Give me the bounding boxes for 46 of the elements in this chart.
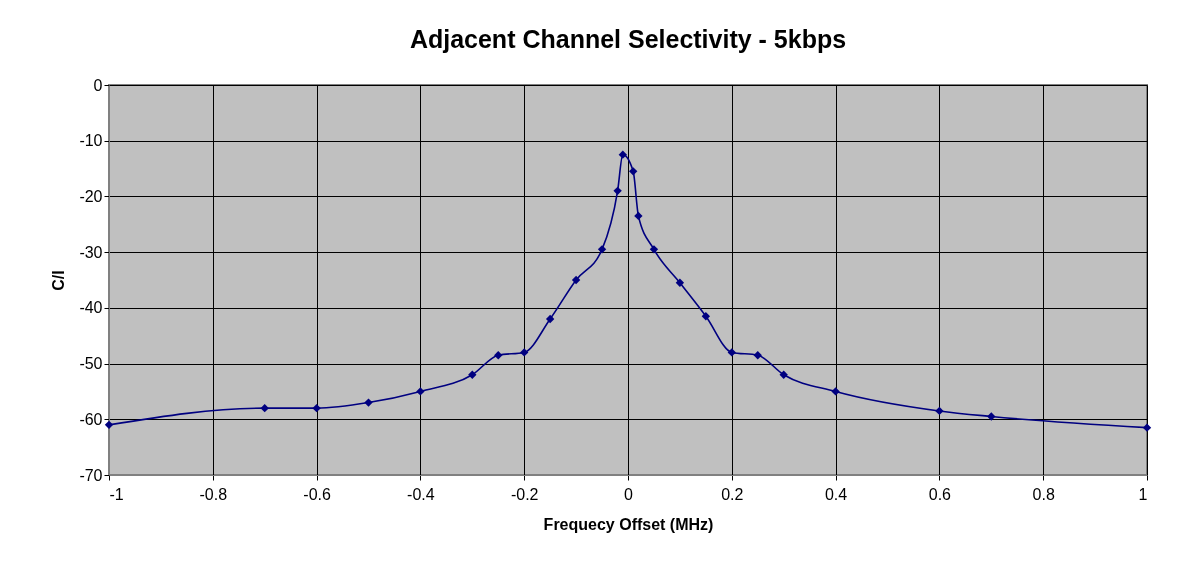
point — [520, 348, 529, 357]
point — [779, 370, 788, 379]
point — [260, 403, 269, 413]
point — [364, 398, 373, 407]
x-tick-label: -0.8 — [199, 485, 228, 503]
chart-title: Adjacent Channel Selectivity - 5kbps — [409, 25, 847, 53]
x-tick-label: 0.6 — [928, 485, 952, 503]
x-tick-label: -0.6 — [303, 485, 331, 503]
x-tick-label: 0 — [624, 485, 634, 503]
point — [545, 314, 555, 324]
y-tick-label: -10 — [79, 132, 103, 150]
point — [701, 312, 711, 321]
y-tick-label: -30 — [79, 243, 103, 261]
point — [935, 406, 944, 416]
y-tick-label: -70 — [79, 466, 103, 484]
x-axis-title: Frequecy Offset (MHz) — [543, 515, 714, 533]
point — [987, 412, 996, 421]
y-tick-label: -20 — [79, 187, 103, 205]
point — [629, 167, 638, 176]
y-tick-label: -50 — [79, 355, 103, 373]
x-tick-label: -0.4 — [407, 485, 435, 503]
x-tick-label: -1 — [109, 485, 124, 503]
x-tick-label: -0.2 — [510, 485, 539, 503]
point — [494, 351, 503, 360]
x-tick-label: 1 — [1138, 485, 1148, 503]
point — [727, 348, 736, 357]
point — [831, 387, 840, 396]
point — [618, 150, 627, 159]
point — [312, 403, 321, 413]
point — [675, 278, 685, 287]
point — [634, 211, 643, 221]
y-tick-label: -40 — [79, 299, 103, 317]
x-tick-label: 0.4 — [824, 485, 848, 503]
point — [649, 245, 659, 254]
point — [753, 351, 762, 360]
point — [571, 275, 581, 285]
point — [1142, 423, 1152, 432]
point — [613, 186, 622, 196]
point — [468, 370, 477, 379]
y-tick-label: -60 — [79, 410, 103, 428]
y-axis-title: C/I — [50, 270, 68, 291]
point — [416, 387, 425, 396]
y-tick-label: 0 — [93, 76, 103, 94]
point — [597, 245, 607, 254]
x-tick-label: 0.8 — [1032, 485, 1055, 503]
x-tick-label: 0.2 — [721, 485, 744, 503]
